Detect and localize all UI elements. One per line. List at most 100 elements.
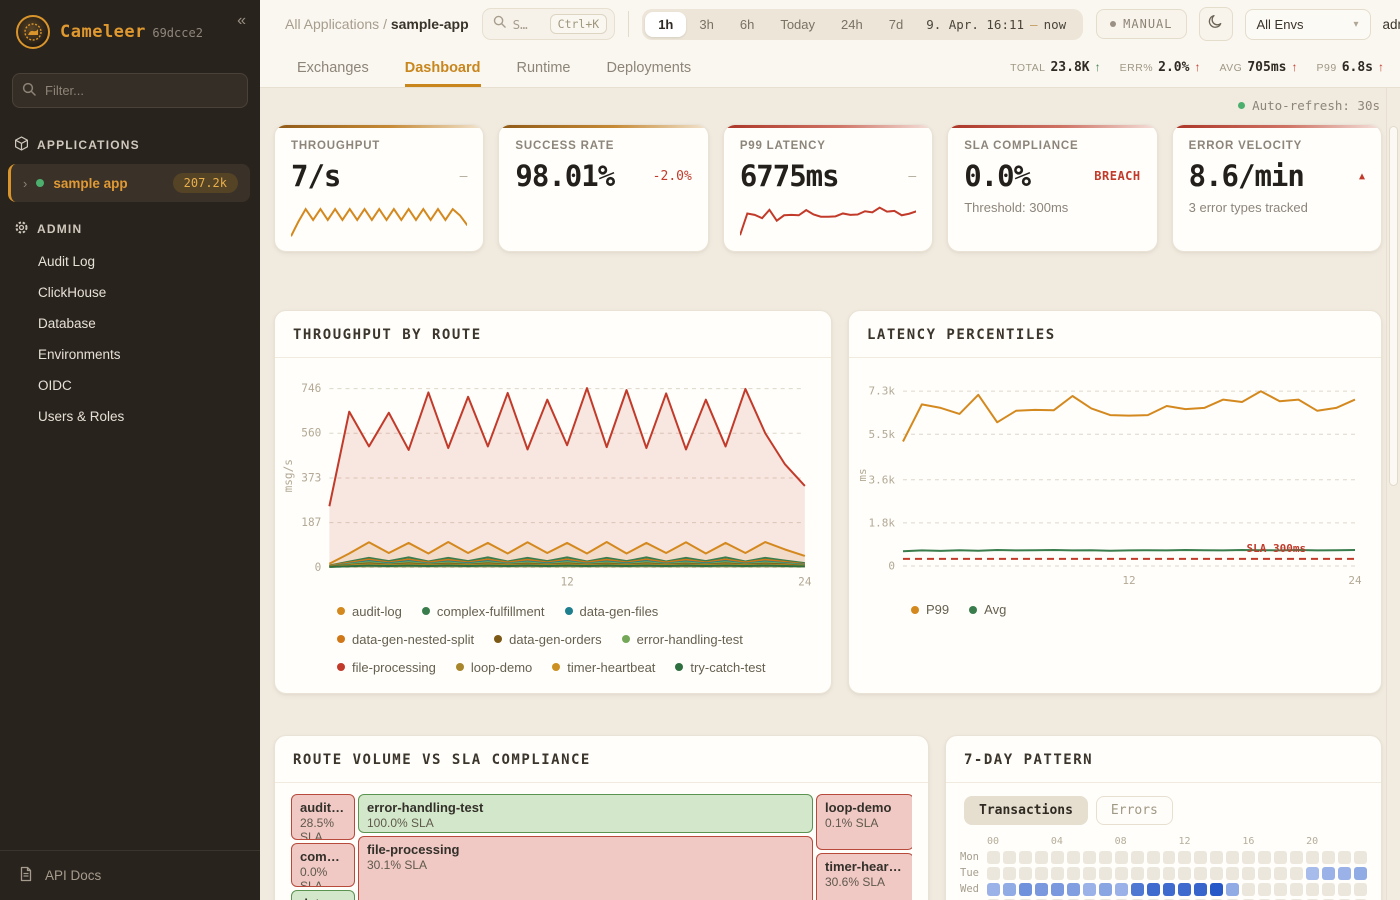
kpi-value-row: 8.6/min ▲ [1189,159,1365,193]
heatmap-cell [1114,866,1128,880]
sidebar: Cameleer 69dcce2 « APPLICATIONS › sample… [0,0,260,900]
sidebar-item-database[interactable]: Database [38,316,96,331]
sidebar-item-oidc[interactable]: OIDC [38,378,72,393]
toggle-errors[interactable]: Errors [1095,795,1173,825]
sidebar-item-audit-log[interactable]: Audit Log [38,254,96,269]
scrollbar-thumb[interactable] [1389,126,1398,486]
sidebar-item-users-roles[interactable]: Users & Roles [38,409,125,424]
search-input[interactable] [512,16,543,32]
time-range-6h[interactable]: 6h [727,12,767,37]
svg-text:7.3k: 7.3k [869,385,896,398]
time-range-1h[interactable]: 1h [645,11,687,37]
time-range-3h[interactable]: 3h [686,12,726,37]
svg-text:3.6k: 3.6k [869,473,896,486]
treemap-cell-sla: 0.1% SLA [825,815,879,830]
treemap-cell-loop-demo[interactable]: loop-demo 0.1% SLA [816,793,912,850]
legend-item-p99[interactable]: P99 [911,602,949,617]
dashboard-content: Auto-refresh: 30s THROUGHPUT 7/s – SUCCESS … [260,88,1400,900]
legend-item-data-gen-orders[interactable]: data-gen-orders [494,632,602,647]
sidebar-item-sample-app[interactable]: › sample app 207.2k [8,164,250,202]
time-range-24h[interactable]: 24h [828,12,876,37]
sidebar-item-environments[interactable]: Environments [38,347,121,362]
heatmap-cell [1226,882,1240,896]
kpi-value-row: 0.0% BREACH [964,159,1140,193]
treemap-cell-audit-log[interactable]: audit-log28.5% SLA [291,793,355,840]
heatmap-cell [1306,898,1320,900]
heatmap-cell [1354,898,1367,900]
legend-item-data-gen-nested-split[interactable]: data-gen-nested-split [337,632,474,647]
gear-icon [14,220,29,238]
env-select[interactable]: All Envs ▾ [1244,8,1371,40]
chevron-right-icon[interactable]: › [23,175,28,191]
legend-item-timer-heartbeat[interactable]: timer-heartbeat [552,660,655,675]
legend-dot [675,663,684,672]
treemap-title: ROUTE VOLUME VS SLA COMPLIANCE [293,751,591,768]
throughput-by-route-card: THROUGHPUT BY ROUTE 0 187 373 560 746 12 24 msg… [274,310,832,694]
time-range-7d[interactable]: 7d [876,12,916,37]
legend-item-loop-demo[interactable]: loop-demo [455,660,532,675]
treemap-cell-timer-heartbeat[interactable]: timer-heartbeat30.6% SLA [816,852,912,900]
kpi-card-throughput: THROUGHPUT 7/s – [274,124,485,252]
sidebar-header: Cameleer 69dcce2 « [0,0,260,59]
legend-item-data-gen-files[interactable]: data-gen-files [564,604,658,619]
heatmap-cell [1338,866,1352,880]
breadcrumb-current: sample-app [390,16,469,32]
kpi-card-sla-compliance: SLA COMPLIANCE 0.0% BREACH Threshold: 300ms [947,124,1158,252]
stat-value: 6.8s [1341,60,1373,75]
scrollbar-track[interactable] [1386,88,1400,900]
tab-dashboard[interactable]: Dashboard [404,48,481,87]
kpi-card-success-rate: SUCCESS RATE 98.01% -2.0% [498,124,709,252]
heatmap-cell [1322,850,1336,864]
sidebar-item-clickhouse[interactable]: ClickHouse [38,285,107,300]
dark-mode-toggle[interactable] [1198,7,1233,41]
heatmap-cell [1002,898,1016,900]
charts-row: THROUGHPUT BY ROUTE 0 187 373 560 746 12 24 msg… [274,310,1382,694]
kpi-delta: -2.0% [652,168,692,184]
tabs-bar: Exchanges Dashboard Runtime Deployments TOT… [260,48,1400,88]
manual-refresh-button[interactable]: MANUAL [1096,9,1187,39]
heatmap-cell [1082,866,1096,880]
tab-runtime[interactable]: Runtime [516,59,571,76]
heatmap-cell [1322,866,1336,880]
tab-deployments[interactable]: Deployments [606,59,692,76]
summary-stats: TOTAL 23.8K ↑ ERR% 2.0% ↑ AVG 705ms ↑ P99 6.8s ↑ [1010,48,1384,87]
heatmap-cell [1210,850,1224,864]
legend-item-audit-log[interactable]: audit-log [337,604,402,619]
sidebar-filter [12,73,248,108]
trend-arrow-icon: ↑ [1194,60,1201,74]
time-range-group: 1h 3h 6h Today 24h 7d 9. Apr. 16:11— now [642,8,1084,40]
filter-input[interactable] [12,73,248,108]
treemap-cell-complex-fulfillment[interactable]: complex-fulfillment0.0% SLA [291,842,355,887]
heatmap-cell [1354,866,1367,880]
legend-label: file-processing [352,659,436,675]
time-range-today[interactable]: Today [767,12,828,37]
api-docs-link[interactable]: API Docs [0,850,260,900]
treemap-cell-file-processing[interactable]: file-processing 30.1% SLA [358,835,813,900]
time-range-buttons: 1h 3h 6h Today 24h 7d [645,11,916,37]
toggle-transactions[interactable]: Transactions [964,795,1088,825]
svg-text:msg/s: msg/s [282,459,295,492]
kpi-value-row: 7/s – [291,159,467,193]
legend-dot [969,605,978,614]
legend-item-error-handling-test[interactable]: error-handling-test [621,632,743,647]
status-dot [36,179,45,187]
kpi-label: SUCCESS RATE [515,140,615,152]
legend-item-try-catch-test[interactable]: try-catch-test [675,660,766,675]
legend-item-complex-fulfillment[interactable]: complex-fulfillment [421,604,545,619]
date-range-chip[interactable]: 9. Apr. 16:11— now [926,16,1067,32]
heatmap-corner [954,836,984,848]
cameleer-logo-icon [16,15,50,49]
user-menu[interactable]: admin [1382,16,1400,32]
legend-item-avg[interactable]: Avg [969,602,1006,617]
treemap-cell-data-gen-files[interactable]: data-gen-files100.0% SLA [291,889,355,900]
global-search[interactable]: Ctrl+K [481,8,616,40]
breadcrumb-root[interactable]: All Applications [285,16,380,32]
svg-text:5.5k: 5.5k [869,428,896,441]
tab-exchanges[interactable]: Exchanges [297,59,369,76]
treemap-cell-error-handling-test[interactable]: error-handling-test 100.0% SLA [358,793,813,833]
sidebar-collapse-icon[interactable]: « [237,12,246,29]
throughput-chart: 0 187 373 560 746 12 24 msg/s [282,382,812,588]
stat-label: P99 [1316,62,1337,74]
treemap-cell-sla: 28.5% SLA [300,815,335,840]
legend-item-file-processing[interactable]: file-processing [337,660,436,675]
